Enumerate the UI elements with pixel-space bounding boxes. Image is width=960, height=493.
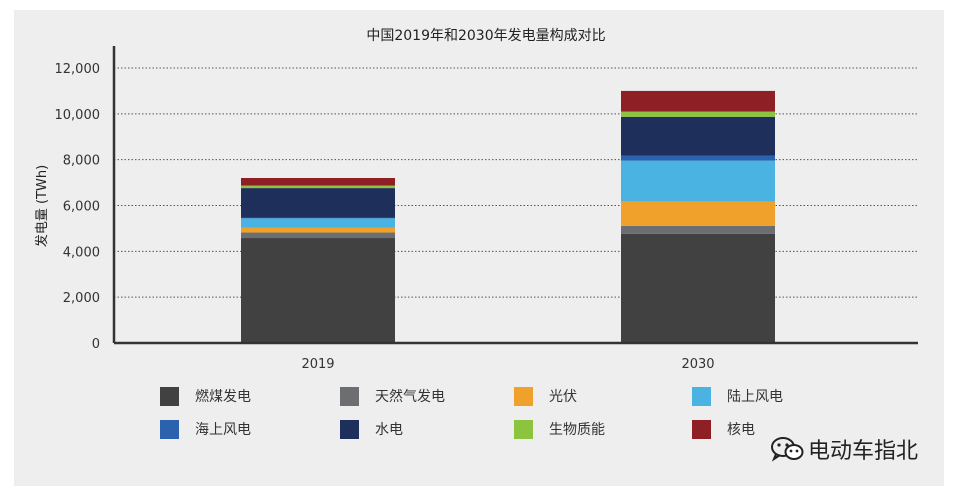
y-tick-label: 6,000 — [63, 200, 100, 215]
tick-labels: 0 2,000 4,000 6,000 8,000 10,000 12,000 2019 203… — [55, 62, 715, 372]
bar-segment — [241, 232, 395, 239]
y-tick-label: 0 — [92, 337, 100, 352]
y-tick-label: 2,000 — [63, 291, 100, 306]
chart-panel — [14, 10, 944, 486]
bar-segment — [621, 225, 775, 234]
bar-segment — [241, 218, 395, 228]
bar-segment — [241, 238, 395, 343]
bar-segment — [621, 155, 775, 161]
bar-segment — [621, 116, 775, 156]
bar-segment — [241, 227, 395, 233]
x-tick-label: 2019 — [301, 357, 334, 372]
bar-segment — [621, 160, 775, 202]
wechat-icon — [771, 437, 804, 462]
axes — [112, 46, 918, 345]
y-tick-label: 4,000 — [63, 245, 100, 260]
bar-segment — [621, 201, 775, 226]
watermark: 电动车指北 — [768, 432, 918, 466]
bar-segment — [621, 90, 775, 112]
bar-segment — [621, 233, 775, 343]
y-tick-label: 8,000 — [63, 154, 100, 169]
y-tick-label: 10,000 — [55, 108, 101, 123]
bar-segment — [241, 188, 395, 218]
bar-segment — [241, 178, 395, 186]
chart-title: 中国2019年和2030年发电量构成对比 — [366, 28, 605, 44]
bars — [241, 90, 775, 343]
bar-segment — [241, 185, 395, 189]
y-tick-label: 12,000 — [55, 62, 101, 77]
x-tick-label: 2030 — [681, 357, 714, 372]
y-axis-label: 发电量 (TWh) — [34, 165, 50, 247]
bar-segment — [621, 111, 775, 117]
grid — [114, 67, 918, 298]
watermark-text: 电动车指北 — [808, 439, 919, 464]
